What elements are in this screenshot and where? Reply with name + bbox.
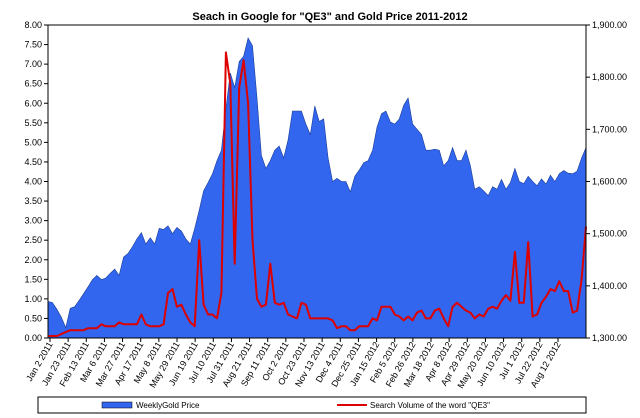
- right-axis-tick-label: 1,500.00: [592, 229, 627, 239]
- left-axis-tick-label: 2.00: [24, 255, 42, 265]
- legend-swatch-gold: [101, 401, 133, 409]
- right-axis-tick-label: 1,300.00: [592, 333, 627, 343]
- left-axis-tick-label: 1.00: [24, 294, 42, 304]
- left-axis-tick-label: 7.00: [24, 59, 42, 69]
- left-axis-tick-label: 2.50: [24, 235, 42, 245]
- legend-box: [37, 396, 587, 414]
- chart-title: Seach in Google for "QE3" and Gold Price…: [192, 11, 467, 23]
- left-axis-tick-label: 0.50: [24, 313, 42, 323]
- right-axis-tick-label: 1,700.00: [592, 124, 627, 134]
- series-qe3-line: [48, 51, 587, 337]
- left-axis-tick-label: 0.00: [24, 333, 42, 343]
- plot-area: [47, 37, 587, 339]
- right-axis-tick-label: 1,400.00: [592, 281, 627, 291]
- left-axis-tick-label: 1.50: [24, 274, 42, 284]
- left-axis-tick-label: 6.50: [24, 79, 42, 89]
- left-axis-tick-label: 3.00: [24, 216, 42, 226]
- legend-label-search: Search Volume of the word "QE3": [370, 401, 490, 410]
- left-axis-tick-label: 4.00: [24, 177, 42, 187]
- right-axis-tick-label: 1,900.00: [592, 20, 627, 30]
- left-axis-tick-label: 6.00: [24, 98, 42, 108]
- series-gold-area: [47, 37, 587, 339]
- legend: WeeklyGold Price Search Volume of the wo…: [37, 396, 587, 414]
- left-axis-tick-label: 8.00: [24, 20, 42, 30]
- left-axis-tick-label: 3.50: [24, 196, 42, 206]
- right-axis-tick-label: 1,800.00: [592, 72, 627, 82]
- right-axis-tick-label: 1,600.00: [592, 177, 627, 187]
- left-axis-tick-label: 5.50: [24, 118, 42, 128]
- left-axis-tick-label: 4.50: [24, 157, 42, 167]
- legend-label-gold: WeeklyGold Price: [136, 401, 200, 410]
- left-axis-tick-label: 5.00: [24, 137, 42, 147]
- left-axis-tick-label: 7.50: [24, 40, 42, 50]
